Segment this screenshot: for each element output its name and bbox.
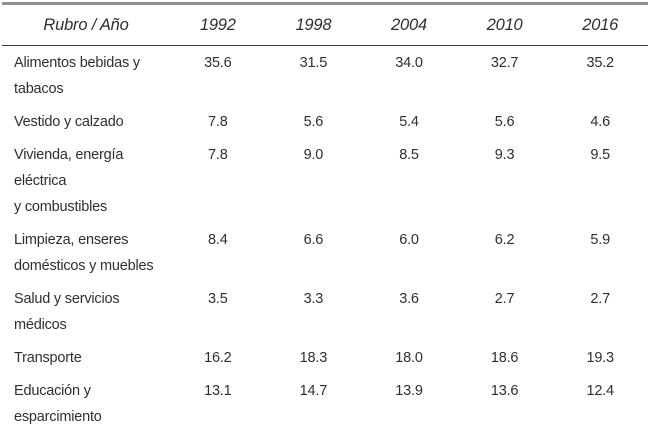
row-value: 8.4 (208, 232, 228, 248)
row-value: 5.6 (494, 114, 515, 130)
row-label: Limpieza, enseres domésticos y muebles (14, 232, 154, 274)
row-value: 5.4 (399, 114, 419, 130)
row-value: 6.2 (494, 232, 515, 248)
row-value: 3.6 (399, 291, 419, 307)
row-value: 35.6 (204, 55, 232, 71)
row-value: 5.9 (590, 232, 610, 248)
row-value: 9.5 (590, 147, 610, 163)
row-label: Vestido y calzado (14, 114, 124, 130)
row-value: 35.2 (586, 55, 614, 71)
header-rubro-ano: Rubro / Año (2, 3, 170, 46)
header-year: 1998 (265, 3, 362, 46)
row-value: 13.6 (490, 383, 519, 399)
row-label: Alimentos bebidas y tabacos (14, 55, 140, 97)
table-row: Vivienda, energía eléctrica y combustible… (2, 138, 648, 223)
row-value: 14.7 (299, 383, 328, 399)
header-year: 1992 (170, 3, 266, 46)
row-value: 9.0 (303, 147, 324, 163)
row-value: 19.3 (586, 350, 614, 366)
row-value: 3.5 (208, 291, 228, 307)
row-value: 16.2 (204, 350, 232, 366)
table-row: Educación y esparcimiento 13.1 14.7 13.9 13.… (2, 374, 648, 426)
row-value: 6.6 (303, 232, 324, 248)
row-value: 8.5 (399, 147, 419, 163)
row-value: 7.8 (208, 147, 228, 163)
row-value: 5.6 (303, 114, 324, 130)
row-value: 9.3 (494, 147, 515, 163)
row-value: 12.4 (586, 383, 614, 399)
row-value: 13.9 (395, 383, 423, 399)
row-value: 7.8 (208, 114, 228, 130)
row-value: 6.0 (399, 232, 419, 248)
table-body: Alimentos bebidas y tabacos 35.6 31.5 34.0 3… (2, 46, 648, 426)
row-value: 2.7 (494, 291, 515, 307)
row-label: Vivienda, energía eléctrica y combustible… (14, 147, 124, 215)
row-value: 18.6 (490, 350, 519, 366)
row-label: Educación y esparcimiento (14, 383, 102, 425)
row-value: 31.5 (299, 55, 328, 71)
row-label: Transporte (14, 350, 82, 366)
table-row: Vestido y calzado 7.8 5.6 5.4 5.6 4.6 (2, 105, 648, 138)
table-row: Salud y servicios médicos 3.5 3.3 3.6 2.7 2.7 (2, 282, 648, 341)
row-value: 32.7 (490, 55, 519, 71)
row-value: 34.0 (395, 55, 423, 71)
row-value: 13.1 (204, 383, 232, 399)
row-value: 4.6 (590, 114, 610, 130)
row-value: 18.0 (395, 350, 423, 366)
table-row: Transporte 16.2 18.3 18.0 18.6 19.3 (2, 341, 648, 374)
table-row: Alimentos bebidas y tabacos 35.6 31.5 34.0 3… (2, 46, 648, 106)
header-year: 2016 (552, 3, 648, 46)
header-year: 2004 (361, 3, 457, 46)
header-year: 2010 (456, 3, 553, 46)
row-value: 2.7 (590, 291, 610, 307)
row-value: 18.3 (299, 350, 328, 366)
row-value: 3.3 (303, 291, 324, 307)
header-row: Rubro / Año 1992 1998 2004 2010 2016 (2, 3, 648, 46)
row-label: Salud y servicios médicos (14, 291, 120, 333)
table-row: Limpieza, enseres domésticos y muebles 8.4… (2, 223, 648, 282)
